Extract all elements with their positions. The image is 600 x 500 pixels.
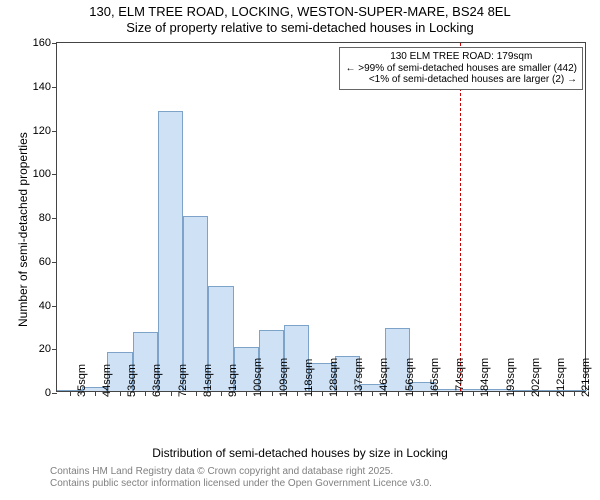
y-tick-label: 100 [33, 168, 57, 180]
x-tick-mark [171, 391, 172, 396]
footer-line: Contains public sector information licen… [50, 478, 432, 490]
reference-line [460, 43, 461, 391]
x-tick-mark [221, 391, 222, 396]
y-axis-title: Number of semi-detached properties [16, 132, 30, 327]
x-tick-label: 146sqm [376, 358, 390, 397]
x-tick-label: 63sqm [149, 364, 163, 397]
annotation-box: 130 ELM TREE ROAD: 179sqm← >99% of semi-… [339, 47, 583, 90]
x-tick-mark [423, 391, 424, 396]
chart-container: 130, ELM TREE ROAD, LOCKING, WESTON-SUPE… [0, 0, 600, 500]
footer-line: Contains HM Land Registry data © Crown c… [50, 466, 432, 478]
x-tick-mark [297, 391, 298, 396]
annotation-line: <1% of semi-detached houses are larger (… [345, 74, 577, 86]
x-tick-label: 202sqm [528, 358, 542, 397]
x-tick-label: 165sqm [427, 358, 441, 397]
y-tick-label: 140 [33, 81, 57, 93]
x-axis-title: Distribution of semi-detached houses by … [0, 446, 600, 460]
chart-title-line-2: Size of property relative to semi-detach… [0, 20, 600, 36]
x-tick-mark [145, 391, 146, 396]
x-tick-label: 128sqm [326, 358, 340, 397]
x-tick-label: 174sqm [452, 358, 466, 397]
x-tick-label: 44sqm [99, 364, 113, 397]
x-tick-mark [70, 391, 71, 396]
bars-layer [57, 43, 585, 391]
x-tick-mark [322, 391, 323, 396]
annotation-line: 130 ELM TREE ROAD: 179sqm [345, 51, 577, 63]
y-tick-label: 80 [39, 212, 57, 224]
x-tick-label: 35sqm [74, 364, 88, 397]
x-tick-mark [549, 391, 550, 396]
annotation-line: ← >99% of semi-detached houses are small… [345, 63, 577, 75]
x-tick-mark [398, 391, 399, 396]
x-tick-label: 137sqm [351, 358, 365, 397]
x-tick-mark [473, 391, 474, 396]
x-tick-mark [196, 391, 197, 396]
x-tick-label: 109sqm [276, 358, 290, 397]
y-tick-label: 40 [39, 300, 57, 312]
histogram-bar [158, 111, 183, 391]
x-tick-mark [246, 391, 247, 396]
x-tick-mark [524, 391, 525, 396]
x-tick-mark [95, 391, 96, 396]
x-tick-mark [347, 391, 348, 396]
y-tick-label: 120 [33, 125, 57, 137]
chart-title-block: 130, ELM TREE ROAD, LOCKING, WESTON-SUPE… [0, 4, 600, 35]
x-tick-mark [499, 391, 500, 396]
x-tick-label: 53sqm [124, 364, 138, 397]
plot-area: 130 ELM TREE ROAD: 179sqm← >99% of semi-… [56, 42, 586, 392]
x-tick-mark [448, 391, 449, 396]
y-tick-label: 20 [39, 343, 57, 355]
x-tick-label: 212sqm [553, 358, 567, 397]
x-tick-label: 100sqm [250, 358, 264, 397]
y-tick-label: 60 [39, 256, 57, 268]
x-tick-label: 193sqm [503, 358, 517, 397]
x-tick-label: 156sqm [402, 358, 416, 397]
x-tick-mark [120, 391, 121, 396]
x-tick-mark [272, 391, 273, 396]
footer-attribution: Contains HM Land Registry data © Crown c… [50, 466, 432, 490]
x-tick-label: 72sqm [175, 364, 189, 397]
x-tick-label: 184sqm [477, 358, 491, 397]
x-tick-label: 91sqm [225, 364, 239, 397]
y-tick-label: 0 [45, 387, 57, 399]
chart-title-line-1: 130, ELM TREE ROAD, LOCKING, WESTON-SUPE… [0, 4, 600, 20]
x-tick-mark [574, 391, 575, 396]
x-tick-label: 221sqm [578, 358, 592, 397]
y-tick-label: 160 [33, 37, 57, 49]
x-tick-mark [372, 391, 373, 396]
x-tick-label: 81sqm [200, 364, 214, 397]
x-tick-label: 118sqm [301, 359, 315, 397]
